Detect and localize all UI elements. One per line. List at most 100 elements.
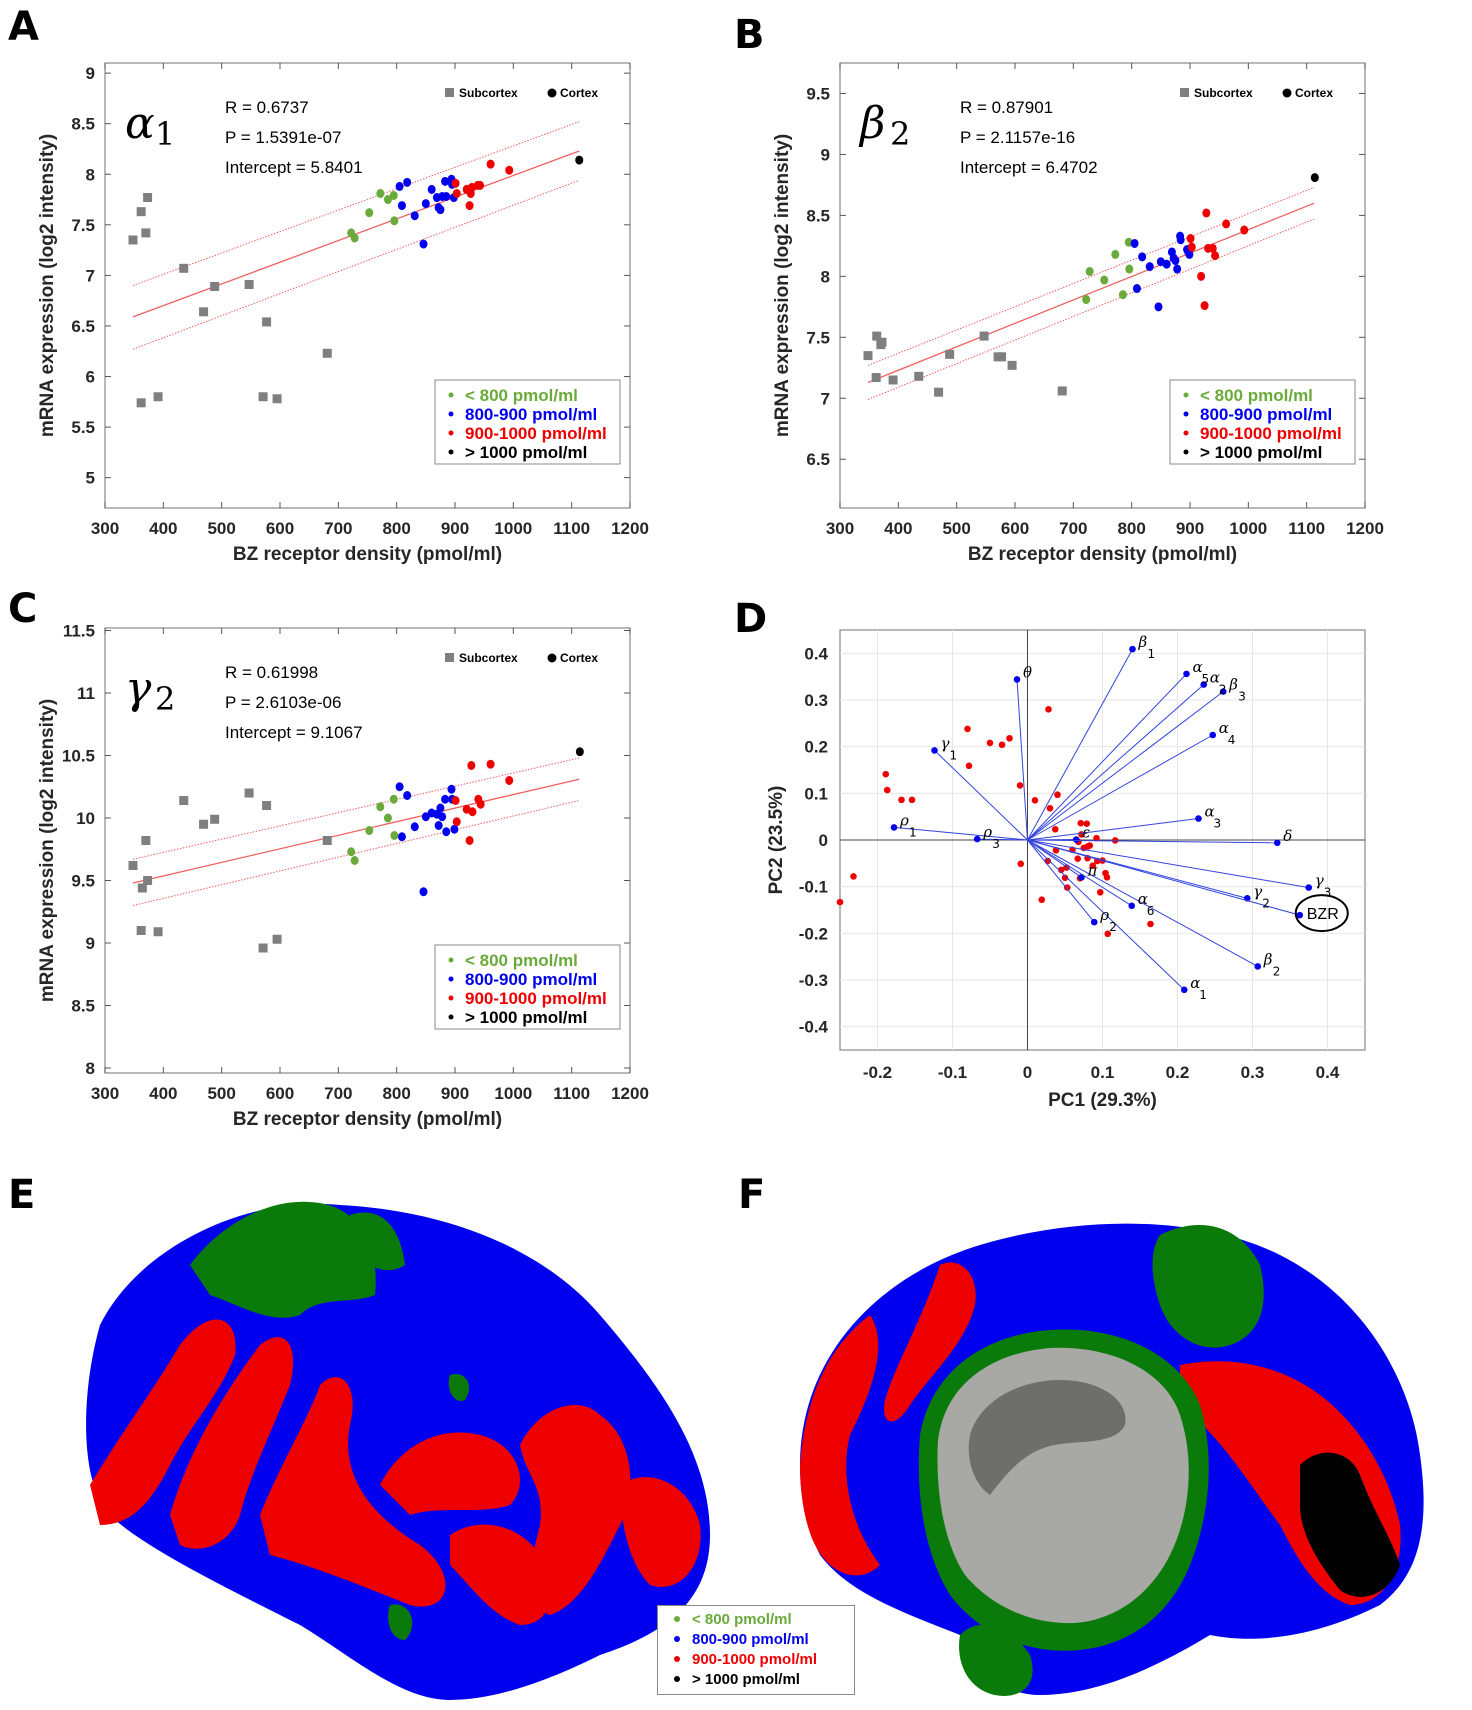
- stat-r: R = 0.87901: [960, 98, 1053, 117]
- x-axis-label: BZ receptor density (pmol/ml): [233, 544, 502, 565]
- loading-label: β: [1263, 950, 1273, 968]
- cortex-point: [1173, 264, 1182, 274]
- x-axis-label: PC1 (29.3%): [1048, 1090, 1157, 1111]
- bin-legend-label: 800-900 pmol/ml: [1200, 405, 1332, 424]
- subcortex-point: [258, 943, 268, 953]
- brain-legend-row: 800-900 pmol/ml: [668, 1630, 854, 1650]
- legend-dot-icon: [1183, 449, 1189, 455]
- cortex-point: [486, 159, 495, 169]
- loading-vector: [1027, 839, 1300, 916]
- subcortex-point: [258, 392, 268, 402]
- subcortex-point: [997, 352, 1007, 362]
- region-score-point: [1089, 862, 1097, 869]
- y-tick-label: 11.5: [63, 622, 95, 641]
- subcortex-point: [272, 934, 282, 944]
- y-tick-label: -0.4: [799, 1018, 829, 1037]
- regression-line: [132, 778, 580, 884]
- subcortex-point: [322, 836, 332, 845]
- cortex-point: [421, 812, 430, 822]
- cortex-point: [505, 776, 514, 785]
- cortex-point: [1200, 301, 1209, 311]
- region-score-point: [898, 796, 905, 804]
- legend-dot-icon: [1183, 411, 1189, 417]
- y-tick-label: 9: [86, 64, 95, 83]
- cortex-point: [376, 188, 385, 198]
- cortex-legend-label: Cortex: [560, 651, 598, 665]
- loading-vector: [1027, 673, 1187, 841]
- subcortex-point: [143, 193, 153, 203]
- stat-intercept: Intercept = 9.1067: [225, 723, 363, 742]
- cortex-point: [1162, 259, 1171, 269]
- cortex-point: [397, 201, 406, 211]
- stat-intercept: Intercept = 6.4702: [960, 158, 1098, 177]
- x-tick-label: 500: [942, 519, 970, 538]
- loading-point: [1273, 839, 1281, 847]
- y-tick-label: 9.5: [806, 84, 830, 103]
- brain-legend-label: 800-900 pmol/ml: [692, 1631, 809, 1648]
- confidence-bound-upper: [132, 757, 580, 860]
- loading-label: α: [1193, 658, 1203, 676]
- y-tick-label: 5.5: [71, 418, 95, 437]
- cortex-point: [419, 887, 428, 897]
- y-tick-label: -0.2: [799, 924, 828, 943]
- y-tick-label: 8.5: [71, 997, 95, 1016]
- confidence-bound-lower: [132, 800, 580, 906]
- loading-vector: [1027, 839, 1095, 923]
- subcortex-point: [262, 317, 272, 327]
- cortex-point: [476, 180, 485, 190]
- subcortex-point: [914, 371, 924, 381]
- legend-dot-icon: [448, 1014, 454, 1020]
- y-tick-label: 7.5: [71, 216, 95, 235]
- cortex-point: [390, 216, 399, 226]
- x-tick-label: 400: [149, 519, 177, 538]
- brain-legend-row: 900-1000 pmol/ml: [668, 1650, 854, 1670]
- loading-vector: [1027, 839, 1258, 967]
- loading-point: [1296, 911, 1304, 919]
- region-score-point: [1096, 888, 1104, 896]
- brain-lateral-red-3: [260, 1377, 446, 1607]
- subcortex-point: [128, 235, 138, 245]
- loading-subscript: 3: [1238, 690, 1246, 704]
- loading-vector: [1027, 839, 1185, 991]
- y-tick-label: 8: [821, 267, 830, 286]
- cortex-point: [427, 184, 436, 194]
- region-score-point: [1083, 820, 1091, 827]
- cortex-point: [1130, 238, 1139, 248]
- subcortex-point: [872, 331, 882, 341]
- region-score-point: [965, 762, 973, 770]
- brain-medial-gray-inner: [968, 1380, 1126, 1495]
- y-tick-label: 9.5: [71, 872, 95, 891]
- x-tick-label: 800: [382, 1084, 410, 1103]
- x-tick-label: 1100: [553, 519, 590, 538]
- x-tick-label: 0.4: [1316, 1063, 1340, 1082]
- subcortex-point: [888, 375, 898, 385]
- subcortex-point: [871, 373, 881, 383]
- chart-d-pca-biplot: -0.2 -0.1 0 0.1 0.2 0.3 0.4 -0.4 -0.3 -0.2 -0.1 0 0.…: [766, 629, 1366, 1111]
- subcortex-point: [199, 819, 209, 829]
- y-tick-label: 0.3: [804, 691, 828, 710]
- loading-label: ε: [1082, 824, 1090, 842]
- cortex-point: [389, 190, 398, 200]
- y-tick-label: 7: [86, 266, 95, 285]
- x-tick-label: 1200: [611, 1084, 649, 1103]
- legend-dot-icon: [674, 1616, 680, 1623]
- brain-lateral-green-small2: [388, 1604, 413, 1640]
- bin-legend-label: < 800 pmol/ml: [465, 386, 578, 405]
- region-score-point: [1074, 855, 1082, 862]
- cortex-legend-label: Cortex: [560, 86, 598, 100]
- loading-subscript: 1: [1199, 988, 1207, 1002]
- loading-vector: [1027, 839, 1133, 907]
- subcortex-point: [141, 836, 151, 845]
- x-tick-label: 1000: [1229, 519, 1267, 538]
- subcortex-legend-label: Subcortex: [459, 651, 518, 665]
- cortex-point: [575, 155, 584, 165]
- loading-label: ρ: [1099, 906, 1109, 924]
- loading-subscript: 3: [992, 837, 1000, 851]
- brain-legend-label: > 1000 pmol/ml: [692, 1671, 800, 1688]
- y-tick-label: 9: [821, 145, 830, 164]
- cortex-point: [397, 832, 406, 842]
- brain-medial-red-left: [800, 1315, 880, 1576]
- subunit-label: β: [858, 98, 885, 149]
- region-score-point: [1045, 706, 1052, 713]
- brain-legend-label: 900-1000 pmol/ml: [692, 1651, 818, 1668]
